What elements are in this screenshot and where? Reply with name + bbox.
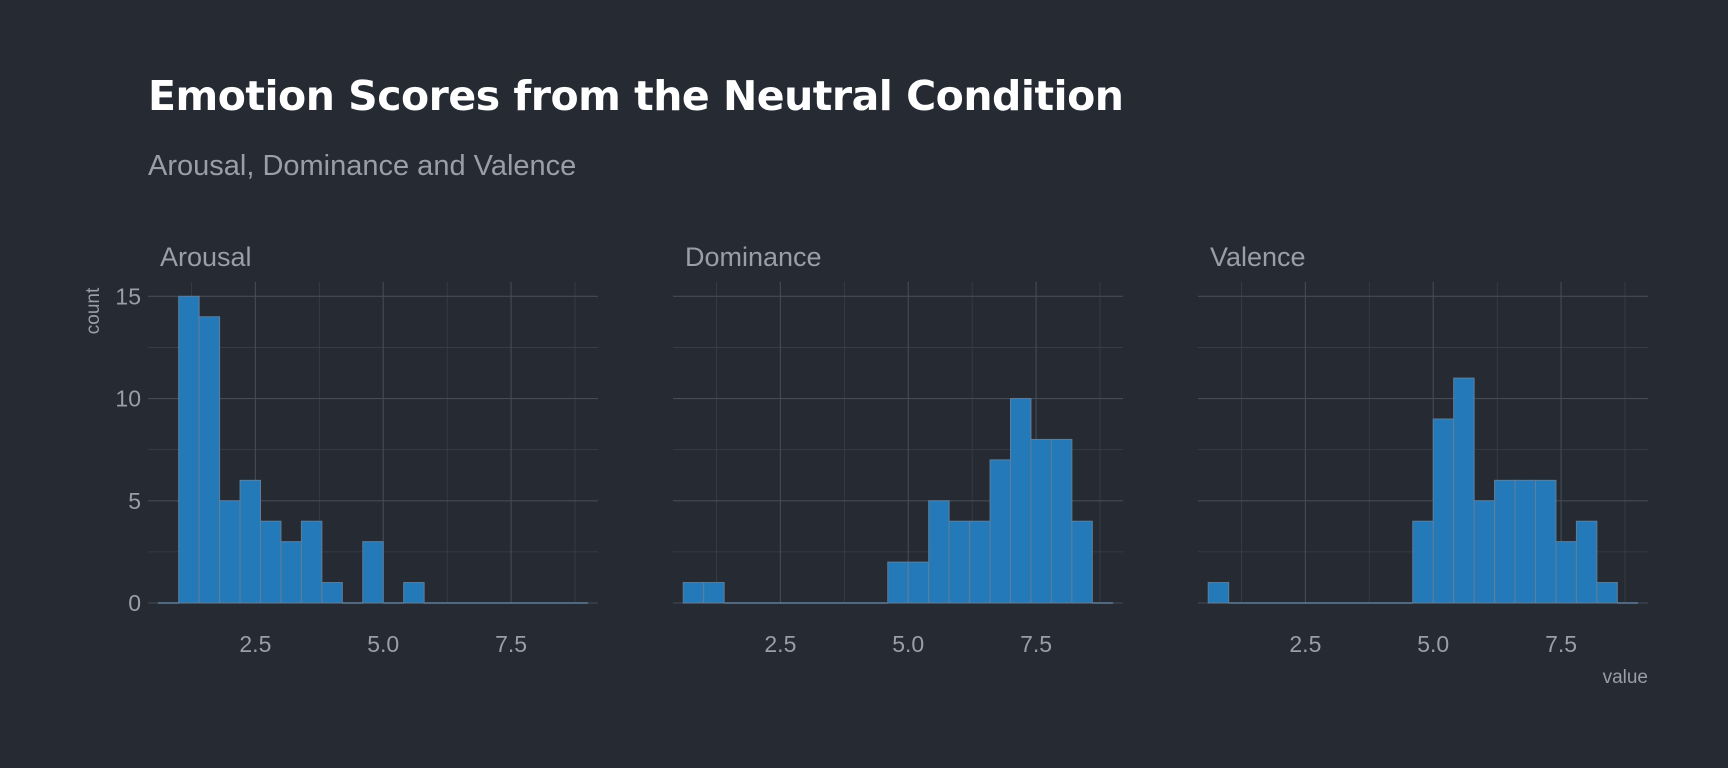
histogram-bar-arousal (219, 500, 241, 604)
facet-label-arousal: Arousal (160, 242, 252, 272)
histogram-bar-dominance (1030, 438, 1052, 604)
x-tick-label: 5.0 (367, 631, 399, 657)
histogram-bar-arousal (239, 479, 262, 604)
histogram-bar-arousal (403, 582, 425, 604)
x-tick-label: 5.0 (1417, 631, 1449, 657)
x-tick-label: 5.0 (892, 631, 924, 657)
histogram-bar-valence (1596, 582, 1618, 604)
histogram-bar-arousal (198, 316, 221, 604)
histogram-bar-valence (1432, 418, 1455, 604)
y-tick-label: 15 (115, 283, 141, 309)
facet-label-valence: Valence (1210, 242, 1306, 272)
facet-label-dominance: Dominance (685, 242, 822, 272)
histogram-bar-valence (1494, 479, 1516, 604)
histogram-bar-valence (1207, 582, 1230, 604)
x-tick-label: 7.5 (495, 631, 527, 657)
chart-title: Emotion Scores from the Neutral Conditio… (148, 72, 1124, 120)
x-tick-label: 7.5 (1545, 631, 1577, 657)
histogram-bar-dominance (928, 500, 950, 604)
histogram-bar-dominance (703, 582, 725, 604)
histogram-bar-valence (1453, 377, 1475, 604)
histogram-bar-arousal (362, 541, 384, 604)
chart-subtitle: Arousal, Dominance and Valence (148, 150, 577, 182)
histogram-bar-dominance (1071, 520, 1093, 604)
histogram-bar-arousal (260, 520, 282, 604)
y-tick-label: 10 (115, 386, 141, 412)
x-tick-label: 2.5 (1289, 631, 1321, 657)
y-axis-title: count (83, 287, 104, 334)
x-tick-label: 2.5 (239, 631, 271, 657)
histogram-bar-arousal (178, 295, 200, 604)
histogram-bar-valence (1514, 479, 1536, 604)
histogram-bar-dominance (1050, 438, 1073, 604)
x-axis-title: value (1603, 667, 1648, 688)
histogram-bar-valence (1535, 479, 1557, 604)
histogram-bar-dominance (969, 520, 991, 604)
histogram-bar-arousal (321, 582, 343, 604)
histogram-bar-valence (1412, 520, 1434, 604)
histogram-bar-dominance (682, 582, 705, 604)
histogram-bar-dominance (887, 561, 909, 604)
x-tick-label: 7.5 (1020, 631, 1052, 657)
histogram-bar-arousal (280, 541, 302, 604)
histogram-bar-valence (1555, 541, 1577, 604)
x-tick-label: 2.5 (764, 631, 796, 657)
y-tick-label: 0 (128, 590, 141, 616)
histogram-bar-dominance (948, 520, 971, 604)
histogram-bar-dominance (907, 561, 930, 604)
histogram-bar-dominance (989, 459, 1012, 604)
histogram-bar-dominance (1010, 398, 1032, 604)
y-tick-label: 5 (128, 488, 141, 514)
histogram-bar-valence (1473, 500, 1496, 604)
histogram-bar-arousal (300, 520, 323, 604)
histogram-bar-valence (1575, 520, 1598, 604)
